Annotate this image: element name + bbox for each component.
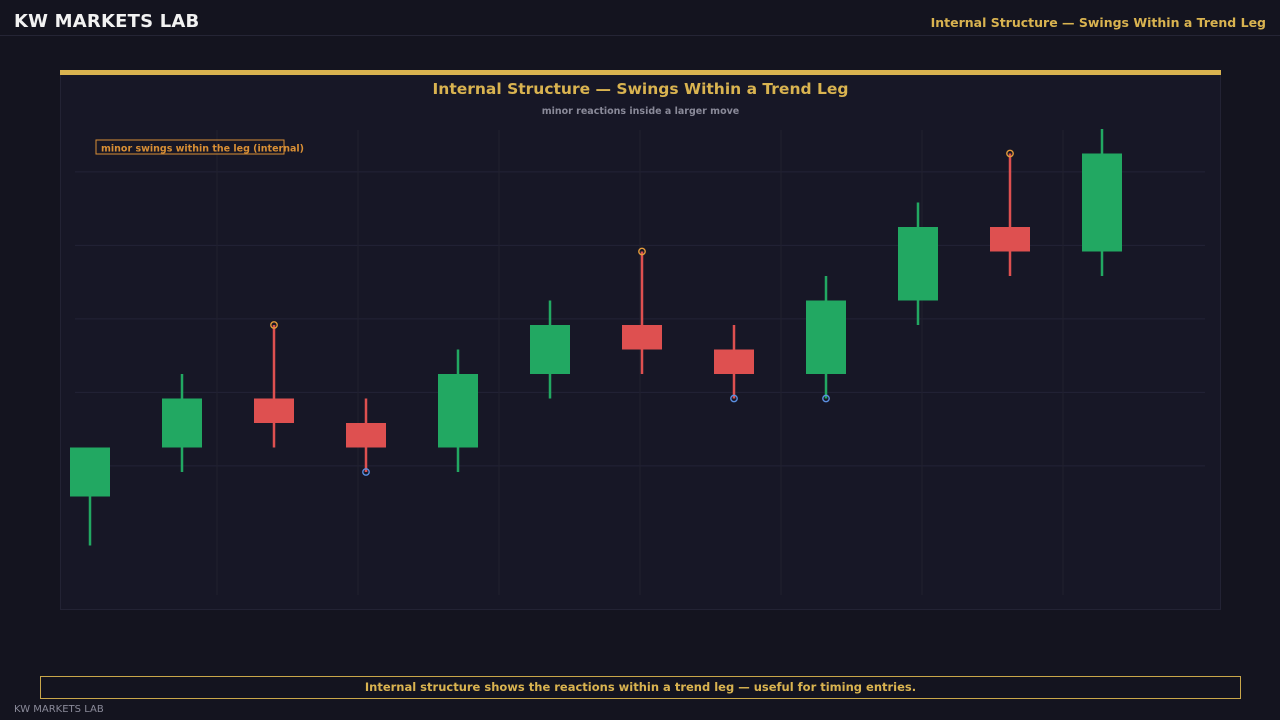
candle (806, 276, 846, 399)
swing-high-marker (270, 321, 278, 329)
candle (70, 447, 110, 546)
candle (714, 325, 754, 399)
candle-body-bullish (1082, 153, 1122, 252)
candle-body-bearish (990, 227, 1030, 252)
candle-body-bearish (622, 325, 662, 350)
candle (346, 398, 386, 472)
candle-body-bullish (806, 300, 846, 374)
swing-low-marker (822, 394, 830, 403)
swing-high-marker (1006, 149, 1014, 158)
candle-layer (70, 129, 1122, 546)
annotation-layer: minor swings within the leg (internal) (95, 139, 304, 155)
swing-marker-layer (270, 149, 1014, 476)
swing-low-marker (362, 468, 370, 476)
chart-subtitle: minor reactions inside a larger move (541, 106, 740, 117)
header-title: Internal Structure — Swings Within a Tre… (930, 15, 1266, 30)
candle (1082, 129, 1122, 276)
candle-body-bullish (530, 325, 570, 374)
candle-body-bullish (162, 398, 202, 448)
annotation-box (95, 139, 285, 155)
candle (622, 251, 662, 374)
candle (162, 374, 202, 472)
candle-body-bullish (70, 447, 110, 497)
candle-body-bullish (898, 227, 938, 301)
swing-low-marker (730, 394, 738, 403)
top-bar: KW MARKETS LAB Internal Structure — Swin… (0, 0, 1280, 36)
candle-body-bearish (346, 423, 386, 448)
candle-body-bullish (438, 374, 478, 448)
panel-accent-bar (60, 70, 1221, 75)
annotation-label: minor swings within the leg (internal) (101, 144, 304, 155)
candle-body-bearish (714, 349, 754, 374)
candle (530, 300, 570, 399)
chart-title: Internal Structure — Swings Within a Tre… (432, 80, 849, 98)
brand-logo-text: KW MARKETS LAB (14, 11, 200, 32)
candle-body-bearish (254, 398, 294, 423)
candle (438, 349, 478, 472)
footer-brand: KW MARKETS LAB (14, 704, 104, 715)
candle (254, 325, 294, 448)
swing-high-marker (638, 247, 646, 256)
candle (898, 202, 938, 325)
candle (990, 153, 1030, 276)
footer-caption-box: Internal structure shows the reactions w… (40, 676, 1241, 699)
footer-caption: Internal structure shows the reactions w… (364, 680, 917, 694)
grid-layer (75, 130, 1205, 595)
